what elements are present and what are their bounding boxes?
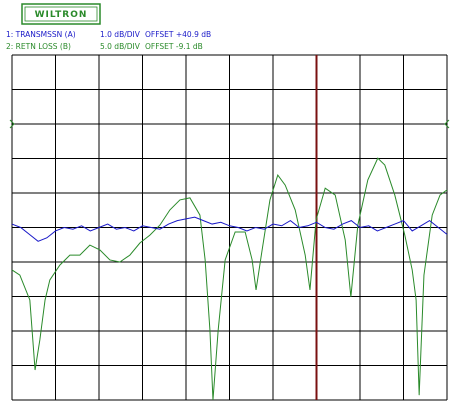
- ref-marker: [9, 119, 15, 129]
- trace-name: 1: TRANSMSSN (A): [6, 30, 76, 39]
- logo-inner: [24, 6, 98, 22]
- trace-scale: 5.0 dB/DIV: [100, 42, 141, 51]
- trace-scale: 1.0 dB/DIV: [100, 30, 141, 39]
- trace-offset: OFFSET -9.1 dB: [145, 42, 203, 51]
- logo-frame: [21, 3, 101, 25]
- trace: [11, 157, 448, 401]
- trace: [11, 216, 448, 242]
- trace-name: 2: RETN LOSS (B): [6, 42, 71, 51]
- logo: WILTRON: [35, 10, 88, 20]
- trace-offset: OFFSET +40.9 dB: [145, 30, 211, 39]
- ref-marker: [444, 119, 450, 129]
